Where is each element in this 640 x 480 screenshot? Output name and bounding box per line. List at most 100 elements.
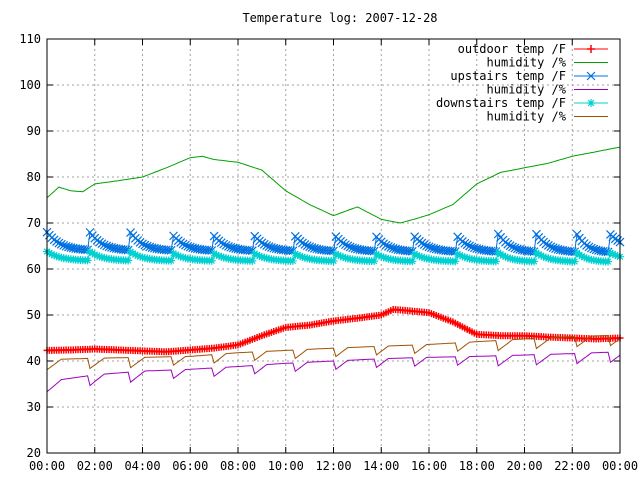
data-point <box>93 251 102 260</box>
series-line <box>46 335 621 371</box>
y-tick-label: 60 <box>27 262 41 276</box>
data-point <box>465 241 475 251</box>
data-point <box>128 249 137 258</box>
data-point <box>291 249 300 258</box>
y-tick-label: 30 <box>27 400 41 414</box>
data-point <box>219 239 229 249</box>
data-point <box>131 250 140 259</box>
data-point <box>417 238 427 248</box>
data-point <box>288 256 297 265</box>
legend-label: humidity /% <box>487 83 567 97</box>
data-point <box>178 239 188 249</box>
data-point <box>537 251 546 260</box>
data-point <box>541 239 551 249</box>
data-point <box>217 252 226 261</box>
data-point <box>176 252 185 261</box>
data-point <box>176 238 186 247</box>
data-point <box>577 252 586 261</box>
legend-label: outdoor temp /F <box>458 42 566 56</box>
data-point <box>453 250 462 259</box>
data-point <box>210 249 219 258</box>
data-point <box>460 238 470 248</box>
data-point <box>586 243 596 253</box>
data-point <box>214 251 223 260</box>
y-tick-label: 40 <box>27 354 41 368</box>
data-point <box>539 252 548 261</box>
data-point <box>587 99 595 107</box>
data-point <box>422 241 432 251</box>
data-point <box>179 253 188 262</box>
data-point <box>419 240 429 249</box>
data-point <box>135 237 145 247</box>
data-point <box>59 240 69 250</box>
data-point <box>334 251 343 260</box>
data-point <box>503 239 513 249</box>
x-tick-label: 12:00 <box>315 459 351 473</box>
data-point <box>510 243 520 253</box>
data-point <box>95 252 104 261</box>
y-tick-label: 80 <box>27 170 41 184</box>
x-tick-label: 02:00 <box>77 459 113 473</box>
data-point <box>136 252 145 261</box>
data-point <box>260 253 269 262</box>
data-point <box>379 253 388 262</box>
data-point <box>95 237 104 247</box>
data-point <box>219 253 228 262</box>
data-point <box>415 252 424 261</box>
series-line <box>46 351 621 393</box>
data-point <box>544 254 553 263</box>
y-tick-label: 100 <box>19 78 41 92</box>
data-point <box>181 240 190 250</box>
data-point <box>305 242 315 252</box>
data-point <box>90 250 99 259</box>
y-tick-label: 90 <box>27 124 41 138</box>
data-point <box>52 237 61 247</box>
data-point <box>575 250 584 259</box>
data-point <box>339 253 348 262</box>
data-point <box>580 253 589 262</box>
data-point <box>587 45 595 53</box>
data-point <box>248 256 257 265</box>
data-point <box>420 253 429 262</box>
series-4 <box>43 247 624 266</box>
data-point <box>121 245 131 255</box>
data-point <box>456 251 465 260</box>
data-point <box>424 242 434 252</box>
data-point <box>97 239 107 249</box>
data-point <box>221 240 231 250</box>
data-point <box>584 242 594 252</box>
data-point <box>257 252 266 261</box>
data-point <box>255 252 264 261</box>
data-point <box>506 254 515 263</box>
data-point <box>505 241 515 251</box>
data-point <box>383 242 393 251</box>
data-point <box>377 252 386 261</box>
data-point <box>224 241 233 251</box>
x-tick-label: 20:00 <box>506 459 542 473</box>
x-tick-label: 06:00 <box>172 459 208 473</box>
data-point <box>613 251 622 260</box>
data-point <box>496 250 505 259</box>
data-point <box>298 253 307 262</box>
data-point <box>541 253 550 262</box>
data-point <box>88 249 97 258</box>
data-point <box>570 257 579 266</box>
chart-title: Temperature log: 2007-12-28 <box>242 11 437 25</box>
data-point <box>54 238 64 248</box>
data-point <box>546 242 556 252</box>
data-point <box>138 253 147 262</box>
data-point <box>83 256 92 265</box>
data-point <box>52 252 61 261</box>
x-tick-label: 14:00 <box>363 459 399 473</box>
data-point <box>499 251 508 260</box>
legend-label: downstairs temp /F <box>436 96 566 110</box>
data-point <box>508 242 517 252</box>
series-layer <box>42 146 625 393</box>
data-point <box>341 253 350 262</box>
data-point <box>417 253 426 262</box>
data-point <box>264 242 274 251</box>
data-point <box>331 249 340 258</box>
data-point <box>97 253 106 262</box>
data-point <box>451 257 460 266</box>
